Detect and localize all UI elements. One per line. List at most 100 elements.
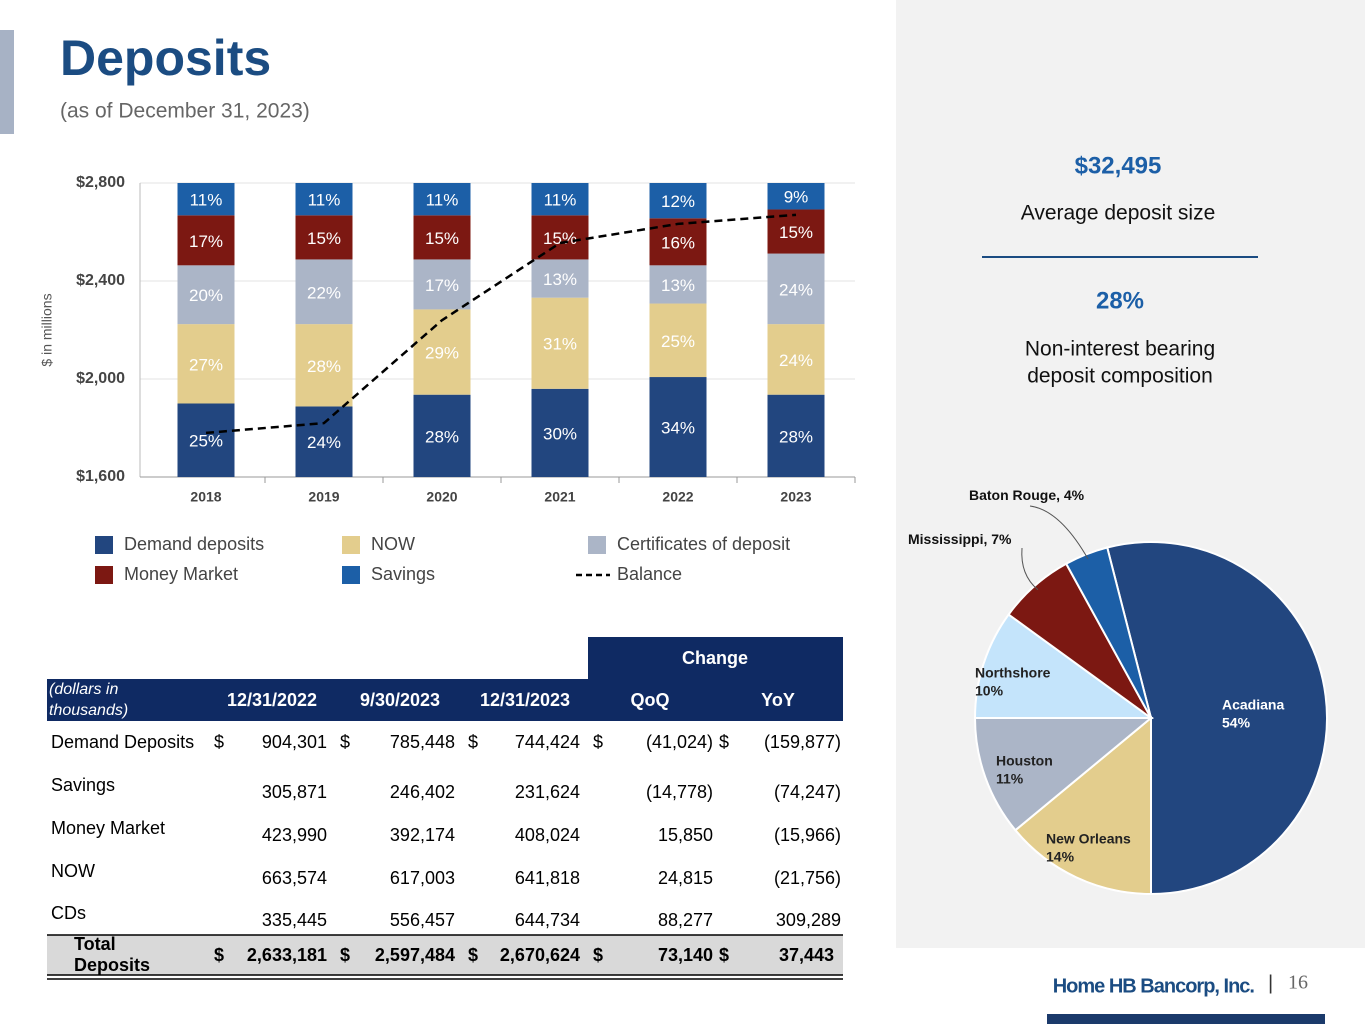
stat-value: 28% [1096,287,1144,314]
table-header [47,679,843,721]
bar-segment [177,215,235,266]
x-tick-label: 2020 [426,489,457,505]
table-cell: 305,871 [262,782,327,802]
data-label: 28% [307,357,341,376]
bar-segment [413,394,471,477]
table-cell: 309,289 [776,910,841,930]
table-cell: 246,402 [390,782,455,802]
currency: $ [719,732,729,752]
balance-line [205,213,797,435]
pie-label: New Orleans [1046,831,1131,847]
y-tick-label: $2,000 [76,370,125,387]
row-label: Total Deposits [74,934,151,975]
bar-segment [767,324,825,395]
title: Deposits [60,30,271,86]
data-label: 28% [425,427,459,446]
table-cell: 2,670,624 [500,945,580,965]
bar-segment [649,303,707,378]
currency: $ [719,945,729,965]
column-label: (dollars in thousands) [49,681,129,719]
x-tick-label: 2021 [544,489,575,505]
table-header-cell: 12/31/2022 [227,690,317,710]
leader-line [1021,547,1039,591]
currency: $ [340,945,350,965]
table-cell: 15,850 [658,825,713,845]
table-cell: 641,818 [515,868,580,888]
pie-label: 14% [1046,849,1075,865]
legend-label: Certificates of deposit [617,534,790,554]
row-label: NOW [51,861,95,881]
currency: $ [593,945,603,965]
data-label: 15% [779,223,813,242]
table-cell: 556,457 [390,910,455,930]
table-cell: 335,445 [262,910,327,930]
logo: Home HB Bancorp, Inc. [1053,975,1255,997]
data-label: 30% [543,424,577,443]
table-cell: 744,424 [515,732,580,752]
table-cell: 644,734 [515,910,580,930]
y-tick-label: $2,800 [76,174,125,191]
legend-swatch [588,536,606,554]
data-label: 31% [543,335,577,354]
stat-value: $32,495 [1075,152,1162,179]
data-label: 11% [190,191,223,210]
row-label: CDs [51,903,86,923]
row-label: Savings [51,775,115,795]
table-header-cell: QoQ [631,690,670,710]
data-label: 13% [661,276,695,295]
page-number: 16 [1288,972,1308,994]
pie-label: Northshore [975,665,1051,681]
accent-bar [0,30,14,134]
bar-segment [649,377,707,477]
table-header-cell: YoY [761,690,795,710]
table-cell: 24,815 [658,868,713,888]
leader-line [1029,505,1089,560]
subtitle: (as of December 31, 2023) [60,100,310,123]
legend-label: Savings [371,564,435,584]
table-header-cell: 12/31/2023 [480,690,570,710]
data-label: 25% [661,332,695,351]
bar-segment [295,215,353,260]
pie-slice [1013,715,1152,896]
y-tick-label: $2,400 [76,272,125,289]
currency: $ [214,732,224,752]
category: Mississippi [908,531,983,547]
bar-segment [295,406,353,477]
bar-segment [531,297,589,389]
bar-segment [767,253,825,325]
pie-label: 11% [996,771,1024,787]
table-cell: 231,624 [515,782,580,802]
x-tick-label: 2022 [662,489,693,505]
legend-label: NOW [371,534,415,554]
bar-segment [177,265,235,325]
table-cell: 785,448 [390,732,455,752]
data-label: 15% [425,229,459,248]
data-label: 16% [661,233,695,252]
data-label: 11% [544,191,577,210]
table-cell: (14,778) [646,782,713,802]
pie-label: 54% [1222,715,1251,731]
table-cell: (21,756) [774,868,841,888]
y-axis-label: $ in millions [39,293,55,366]
data-label: 27% [189,355,223,374]
row-label: Demand Deposits [51,732,194,752]
table-header-cell: 9/30/2023 [360,690,440,710]
data-label: 24% [307,433,341,452]
data-label: 28% [779,427,813,446]
pie-slice [1064,546,1152,719]
bar-segment [295,259,353,325]
bar-segment [531,388,589,477]
table-cell: 88,277 [658,910,713,930]
table-cell: 904,301 [262,732,327,752]
bar-segment [531,183,589,216]
bar-segment [649,183,707,219]
pie-label: Mississippi, 7% [908,531,1012,547]
table-cell: 2,633,181 [247,945,327,965]
legend-label: Demand deposits [124,534,264,554]
pie-slice [973,613,1155,719]
currency: $ [468,945,478,965]
x-tick-label: 2018 [190,489,221,505]
row-label: Money Market [51,818,165,838]
currency: $ [340,732,350,752]
